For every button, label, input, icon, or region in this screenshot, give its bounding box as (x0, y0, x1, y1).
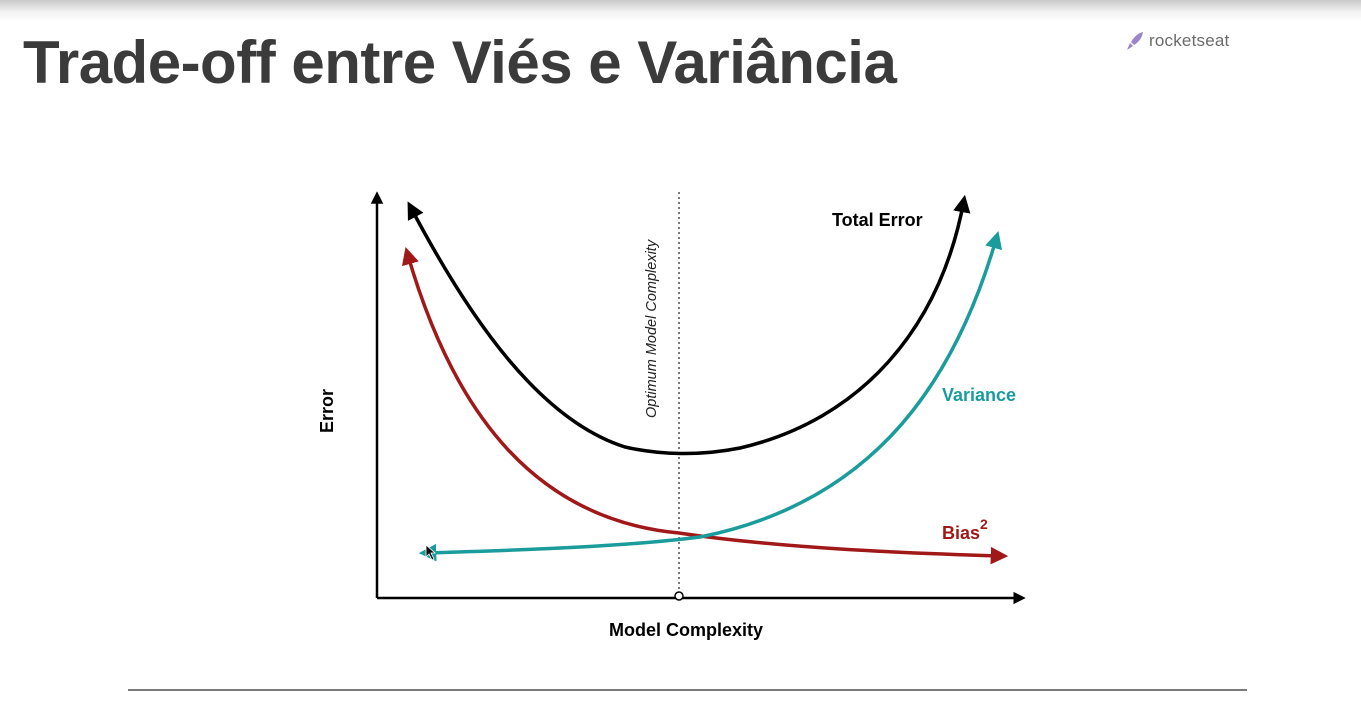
bias-label-superscript: 2 (980, 516, 988, 532)
brand-name: rocketseat (1149, 31, 1230, 50)
bias-label-text: Bias (942, 523, 980, 543)
mouse-cursor-icon (425, 544, 437, 561)
bias-label: Bias2 (942, 516, 988, 543)
bias-curve (401, 246, 1009, 565)
y-axis-label: Error (317, 389, 337, 433)
optimum-marker (674, 591, 684, 601)
window-top-shadow (0, 0, 1361, 22)
variance-curve (418, 230, 1003, 562)
bottom-divider (128, 689, 1247, 691)
x-axis-label: Model Complexity (609, 620, 763, 640)
brand-logo: rocketseat (1126, 31, 1229, 51)
slide-title: Trade-off entre Viés e Variância (23, 29, 897, 96)
rocket-icon (1127, 32, 1143, 50)
total-error-curve (407, 194, 971, 456)
optimum-label: Optimum Model Complexity (644, 239, 660, 418)
total-error-label: Total Error (832, 210, 923, 230)
variance-label: Variance (942, 385, 1016, 405)
